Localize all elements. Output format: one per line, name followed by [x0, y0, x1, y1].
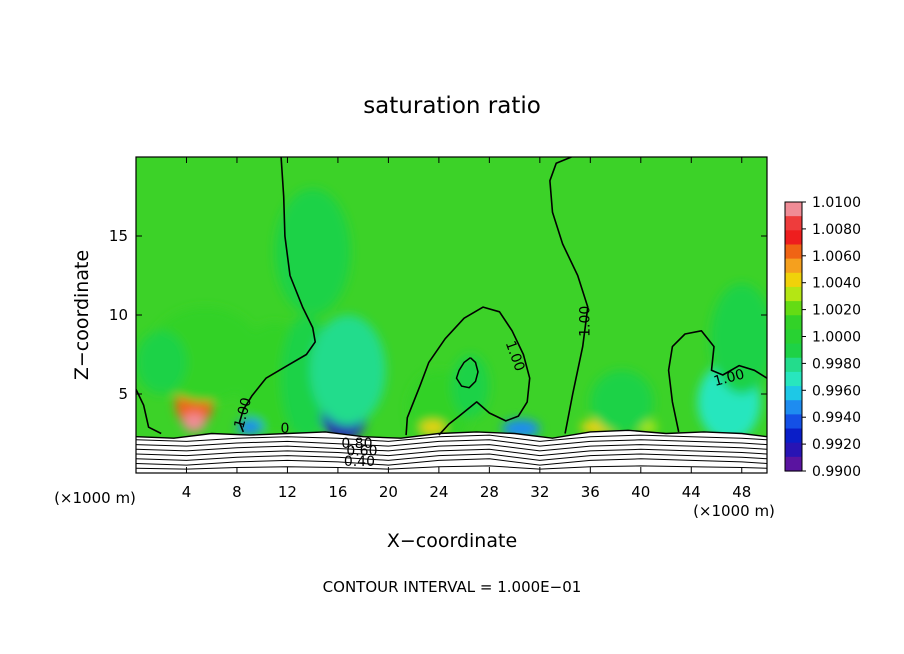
colorbar-band-10	[785, 343, 802, 359]
anomaly-17	[590, 370, 654, 434]
x-tick-label-28: 28	[480, 483, 499, 501]
contour-loop	[455, 357, 479, 389]
x-tick-label-44: 44	[682, 483, 701, 501]
colorbar-band-11	[785, 357, 802, 373]
colorbar-label-9: 0.9920	[812, 437, 861, 453]
anomaly-10	[419, 420, 446, 434]
contour-labels: 1.00 01.001.001.000.800.600.40	[232, 306, 747, 470]
plot-area: 1.00 01.001.001.000.800.600.40	[136, 157, 767, 473]
x-unit-right: (×1000 m)	[693, 502, 775, 520]
x-tick-label-32: 32	[530, 483, 549, 501]
terrain-top-line	[136, 429, 767, 439]
contour-label-3: 1.00	[577, 306, 593, 337]
x-tick-label-4: 4	[182, 483, 192, 501]
colorbar-band-16	[785, 428, 802, 444]
colorbar-band-13	[785, 386, 802, 401]
anomaly-6	[310, 315, 386, 426]
colorbar-band-1	[785, 216, 802, 231]
contour-label-1: 0	[280, 421, 289, 437]
y-tick-label-10: 10	[109, 306, 128, 324]
anomaly-1	[182, 412, 206, 432]
colorbar-band-6	[785, 286, 802, 302]
x-tick-label-40: 40	[631, 483, 650, 501]
x-axis: 4 8 12 16 20 24 28 32 36 40 44 48	[182, 157, 751, 501]
colorbar-band-2	[785, 230, 802, 246]
colorbar-label-10: 0.9900	[812, 464, 861, 480]
terrain-line-1	[136, 439, 767, 447]
terrain-line-0	[136, 434, 767, 442]
contour-label-0: 1.00	[232, 396, 256, 430]
colorbar-label-2: 1.0060	[812, 249, 861, 265]
colorbar-band-8	[785, 315, 802, 331]
contour-1-00-3	[549, 157, 589, 434]
y-tick-label-5: 5	[118, 385, 128, 403]
x-tick-label-24: 24	[429, 483, 448, 501]
colorbar: 1.0100 1.0080 1.0060 1.0040 1.0020 1.0000 0.99…	[784, 195, 861, 480]
colorbar-label-5: 1.0000	[812, 330, 861, 346]
terrain-line-4	[136, 453, 767, 461]
colorbar-band-0	[785, 202, 802, 217]
colorbar-band-7	[785, 301, 802, 316]
contour-label-5: 0.80	[341, 436, 372, 452]
colorbar-band-12	[785, 371, 802, 387]
contour-label-7: 0.40	[344, 454, 375, 470]
anomaly-layer	[136, 188, 767, 450]
terrain-line-2	[136, 444, 767, 452]
x-tick-label-48: 48	[732, 483, 751, 501]
contour-lines	[136, 157, 767, 436]
colorbar-band-3	[785, 244, 802, 260]
terrain-lines	[136, 429, 767, 470]
y-axis-label: Z−coordinate	[71, 250, 93, 380]
colorbar-band-15	[785, 414, 802, 430]
anomaly-16	[710, 283, 767, 394]
colorbar-band-18	[785, 456, 802, 472]
colorbar-label-4: 1.0020	[812, 303, 861, 319]
x-axis-label: X−coordinate	[387, 530, 517, 552]
colorbar-band-5	[785, 272, 802, 288]
anomaly-18	[136, 330, 187, 394]
contour-interval-footer: CONTOUR INTERVAL = 1.000E−01	[323, 578, 582, 596]
contour-label-4: 1.00	[712, 366, 746, 390]
terrain-line-3	[136, 448, 767, 457]
x-tick-label-8: 8	[232, 483, 242, 501]
contour-label-6: 0.60	[346, 444, 377, 460]
contour-1-00-1	[238, 157, 317, 433]
x-tick-label-16: 16	[328, 483, 347, 501]
colorbar-label-7: 0.9960	[812, 383, 861, 399]
contour-1-00-2	[405, 306, 531, 436]
x-tick-label-20: 20	[379, 483, 398, 501]
terrain-line-6	[136, 465, 767, 470]
colorbar-band-14	[785, 400, 802, 415]
chart-title: saturation ratio	[363, 93, 541, 119]
y-tick-label-15: 15	[109, 227, 128, 245]
colorbar-label-0: 1.0100	[812, 195, 861, 211]
x-tick-label-12: 12	[278, 483, 297, 501]
contour-1-00-4	[667, 329, 767, 433]
y-axis: 5 10 15	[109, 227, 767, 403]
x-unit-left: (×1000 m)	[54, 489, 136, 507]
colorbar-label-1: 1.0080	[812, 222, 861, 238]
colorbar-band-17	[785, 442, 802, 458]
colorbar-label-3: 1.0040	[812, 276, 861, 292]
colorbar-label-8: 0.9940	[812, 410, 861, 426]
terrain-line-5	[136, 458, 767, 466]
colorbar-label-6: 0.9980	[812, 356, 861, 372]
contour-1-00-0	[136, 388, 162, 435]
colorbar-band-9	[785, 329, 802, 345]
x-tick-label-36: 36	[581, 483, 600, 501]
colorbar-band-4	[785, 258, 802, 274]
